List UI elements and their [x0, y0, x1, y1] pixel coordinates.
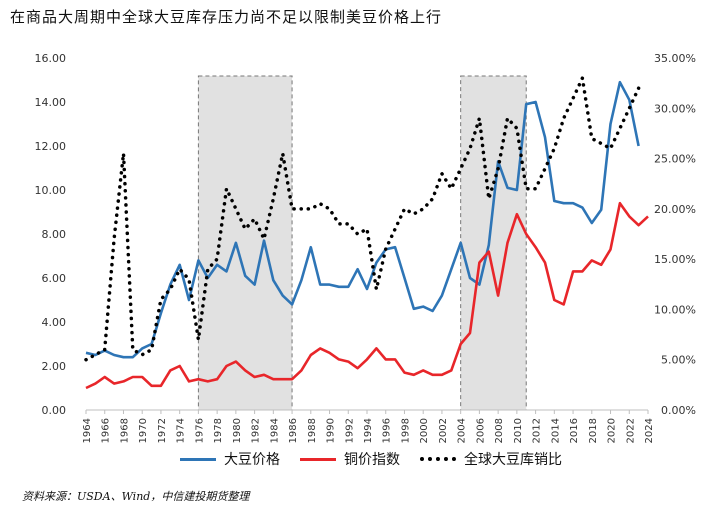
x-tick-label: 2022 — [625, 418, 636, 443]
right-tick-label: 0.00% — [661, 404, 696, 417]
legend-label-soy-price: 大豆价格 — [224, 452, 280, 468]
left-tick-label: 12.00 — [35, 140, 67, 153]
x-tick-label: 1998 — [400, 418, 411, 443]
x-tick-label: 1968 — [119, 418, 130, 443]
chart-plot: 0.00 2.00 4.00 6.00 8.00 10.00 12.00 14.00 16.00… — [35, 52, 697, 443]
x-tick-label: 2018 — [588, 418, 599, 443]
source-note: 资料来源：USDA、Wind，中信建投期货整理 — [22, 490, 250, 503]
x-tick-label: 1992 — [344, 418, 355, 443]
x-tick-label: 1966 — [101, 418, 112, 443]
x-tick-label: 1990 — [326, 418, 337, 443]
right-tick-label: 15.00% — [654, 253, 696, 266]
x-tick-label: 2014 — [550, 418, 561, 443]
x-tick-label: 2012 — [532, 418, 543, 443]
right-tick-label: 25.00% — [654, 153, 696, 166]
right-tick-label: 20.00% — [654, 203, 696, 216]
legend-swatch-copper-index — [300, 457, 336, 461]
left-tick-label: 6.00 — [42, 272, 67, 285]
x-tick-label: 1976 — [194, 418, 205, 443]
series-line-0 — [85, 80, 640, 359]
right-tick-label: 35.00% — [654, 52, 696, 65]
legend-item-soy-price: 大豆价格 — [180, 449, 280, 469]
left-tick-label: 4.00 — [42, 316, 67, 329]
x-tick-label: 1982 — [251, 418, 262, 443]
x-tick-label: 2008 — [494, 418, 505, 443]
x-tick-label: 1970 — [138, 418, 149, 443]
legend-item-copper-index: 铜价指数 — [300, 449, 400, 469]
left-tick-label: 0.00 — [42, 404, 67, 417]
left-tick-label: 8.00 — [42, 228, 67, 241]
x-tick-label: 1964 — [82, 418, 93, 443]
series-line-1 — [85, 201, 649, 390]
x-tick-label: 1978 — [213, 418, 224, 443]
x-tick-label: 1972 — [157, 418, 168, 443]
legend-swatch-soy-price — [180, 457, 216, 461]
x-tick-label: 1974 — [176, 418, 187, 443]
x-tick-label: 2000 — [419, 418, 430, 443]
series-line-2 — [84, 76, 641, 362]
right-tick-label: 10.00% — [654, 303, 696, 316]
x-tick-label: 1980 — [232, 418, 243, 443]
x-tick-label: 1986 — [288, 418, 299, 443]
chart-legend: 大豆价格 铜价指数 全球大豆库销比 — [0, 449, 708, 471]
legend-label-copper-index: 铜价指数 — [344, 452, 400, 468]
x-tick-label: 2002 — [438, 418, 449, 443]
chart-title: 在商品大周期中全球大豆库存压力尚不足以限制美豆价格上行 — [10, 8, 443, 26]
x-tick-label: 2024 — [644, 418, 655, 443]
x-tick-label: 2004 — [457, 418, 468, 443]
shaded-period-0 — [197, 75, 293, 411]
x-tick-label: 1996 — [382, 418, 393, 443]
x-tick-label: 1984 — [269, 418, 280, 443]
left-tick-label: 16.00 — [35, 52, 67, 65]
right-tick-label: 30.00% — [654, 102, 696, 115]
x-tick-label: 1994 — [363, 418, 374, 443]
left-tick-label: 2.00 — [42, 360, 67, 373]
x-tick-label: 2020 — [607, 418, 618, 443]
x-tick-label: 2010 — [513, 418, 524, 443]
left-tick-label: 14.00 — [35, 96, 67, 109]
left-tick-label: 10.00 — [35, 184, 67, 197]
x-tick-label: 2016 — [569, 418, 580, 443]
x-tick-label: 2006 — [475, 418, 486, 443]
legend-swatch-stock-ratio — [420, 457, 456, 461]
x-tick-label: 1988 — [307, 418, 318, 443]
legend-label-stock-ratio: 全球大豆库销比 — [464, 452, 562, 468]
right-tick-label: 5.00% — [661, 354, 696, 367]
shaded-period-1 — [460, 75, 527, 411]
legend-item-stock-ratio: 全球大豆库销比 — [420, 449, 562, 469]
